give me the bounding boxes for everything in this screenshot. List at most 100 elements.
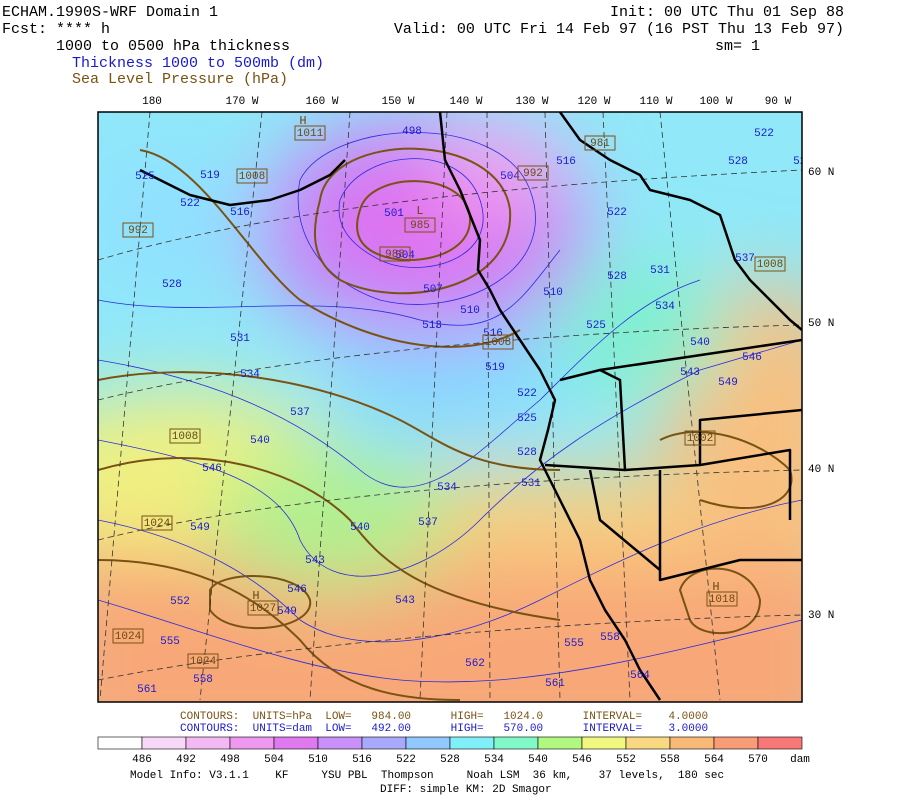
lon-label: 170 W xyxy=(225,96,258,108)
thickness-label: 510 xyxy=(460,305,480,317)
pressure-contours xyxy=(98,147,793,701)
footer-line: DIFF: simple KM: 2D Smagor xyxy=(380,784,552,796)
thickness-label: 534 xyxy=(240,369,260,381)
thickness-label: 543 xyxy=(305,555,325,567)
thickness-label: 522 xyxy=(607,207,627,219)
thickness-contours xyxy=(98,132,802,683)
thickness-label: 516 xyxy=(556,156,576,168)
slp-label-box xyxy=(754,256,786,272)
thickness-label: 537 xyxy=(418,517,438,529)
colorbar: 486 492 498 504 510 516 522 528 534 540 546 552 558 5… xyxy=(97,736,803,766)
slp-label: 1008 xyxy=(757,259,783,271)
slp-label-box xyxy=(247,600,279,616)
thickness-label: 534 xyxy=(655,301,675,313)
thickness-label: 540 xyxy=(250,435,270,447)
pressure-center: H xyxy=(299,114,306,128)
slp-label: 1008 xyxy=(485,337,511,349)
thickness-label: 564 xyxy=(630,670,650,682)
thickness-label: 540 xyxy=(350,522,370,534)
thickness-label: 552 xyxy=(170,596,190,608)
slp-contour-info: CONTOURS: UNITS=hPa LOW= 984.00 HIGH= 10… xyxy=(180,711,708,723)
slp-label-box xyxy=(706,591,738,607)
thickness-label: 519 xyxy=(485,362,505,374)
slp-label: 1024 xyxy=(190,656,217,668)
map-frame xyxy=(97,111,803,703)
thickness-label: 543 xyxy=(680,367,700,379)
lon-label: 110 W xyxy=(639,96,672,108)
lon-label: 100 W xyxy=(699,96,732,108)
slp-label-box xyxy=(187,653,219,669)
colorbar-swatch xyxy=(97,736,143,750)
thickness-label: 546 xyxy=(202,463,222,475)
lat-label: 60 N xyxy=(808,167,834,179)
lon-label: 130 W xyxy=(515,96,548,108)
slp-label-box xyxy=(404,217,436,233)
slp-label: 985 xyxy=(410,220,430,232)
colorbar-swatch xyxy=(537,736,583,750)
colorbar-swatch xyxy=(581,736,627,750)
slp-label-box xyxy=(684,430,716,446)
thickness-label: 501 xyxy=(384,208,404,220)
slp-label-box xyxy=(236,168,268,184)
colorbar-swatch xyxy=(405,736,451,750)
slp-label: 1018 xyxy=(709,594,735,606)
colorbar-label: 522 xyxy=(396,754,416,766)
thickness-label: 558 xyxy=(600,632,620,644)
slp-label: 1027 xyxy=(250,603,276,615)
colorbar-label: 534 xyxy=(484,754,504,766)
slp-label: 1024 xyxy=(144,518,171,530)
header-line: 1000 to 0500 hPa thickness xyxy=(56,38,290,55)
thickness-label: 549 xyxy=(190,522,210,534)
slp-label: 1002 xyxy=(687,433,713,445)
lat-label: 30 N xyxy=(808,610,834,622)
header-line: Init: 00 UTC Thu 01 Sep 88 xyxy=(610,4,844,21)
slp-label-box xyxy=(482,334,514,350)
thickness-label: 525 xyxy=(135,171,155,183)
lat-label: 40 N xyxy=(808,464,834,476)
thickness-label: 513 xyxy=(422,320,442,332)
lon-label: 120 W xyxy=(577,96,610,108)
coastlines xyxy=(139,112,802,701)
colorbar-label: 558 xyxy=(660,754,680,766)
pressure-center: H xyxy=(252,589,259,603)
thickness-title: Thickness 1000 to 500mb (dm) xyxy=(72,55,324,72)
slp-label-box xyxy=(169,428,201,444)
thk-contour-info: CONTOURS: UNITS=dam LOW= 492.00 HIGH= 57… xyxy=(180,723,708,735)
thickness-label: 561 xyxy=(545,678,565,690)
thickness-label: 516 xyxy=(483,328,503,340)
colorbar-label: 492 xyxy=(176,754,196,766)
thickness-label: 546 xyxy=(287,584,307,596)
slp-label: 992 xyxy=(128,225,148,237)
header-line: Valid: 00 UTC Fri 14 Feb 97 (16 PST Thu … xyxy=(394,21,844,38)
colorbar-swatch xyxy=(229,736,275,750)
colorbar-swatch xyxy=(757,736,803,750)
thickness-label: 528 xyxy=(517,447,537,459)
colorbar-label: 540 xyxy=(528,754,548,766)
colorbar-swatch xyxy=(273,736,319,750)
colorbar-swatch xyxy=(449,736,495,750)
thickness-label: 531 xyxy=(230,333,250,345)
slp-label-box xyxy=(122,222,154,238)
colorbar-label: 504 xyxy=(264,754,284,766)
slp-label: 992 xyxy=(523,168,543,180)
slp-label-box xyxy=(294,125,326,141)
thickness-label: 519 xyxy=(200,170,220,182)
thickness-label: 555 xyxy=(160,636,180,648)
header-line: ECHAM.1990S-WRF Domain 1 xyxy=(2,4,218,21)
thickness-label: 528 xyxy=(728,156,748,168)
thickness-label: 534 xyxy=(437,482,457,494)
lon-label: 150 W xyxy=(381,96,414,108)
colorbar-label: 510 xyxy=(308,754,328,766)
lon-label: 90 W xyxy=(765,96,792,108)
thickness-label: 528 xyxy=(607,271,627,283)
pressure-center: H xyxy=(712,580,719,594)
lon-label: 180 xyxy=(142,96,162,108)
colorbar-label: 564 xyxy=(704,754,724,766)
colorbar-swatch xyxy=(141,736,187,750)
slp-label: 1008 xyxy=(239,171,265,183)
thickness-label: 540 xyxy=(690,337,710,349)
thickness-label: 543 xyxy=(395,595,415,607)
pressure-center: L xyxy=(416,204,423,218)
lat-label: 50 N xyxy=(808,318,834,330)
map-area: 519 516 522 525 528 531 534 537 540 546 549 552 555 5… xyxy=(98,112,802,702)
